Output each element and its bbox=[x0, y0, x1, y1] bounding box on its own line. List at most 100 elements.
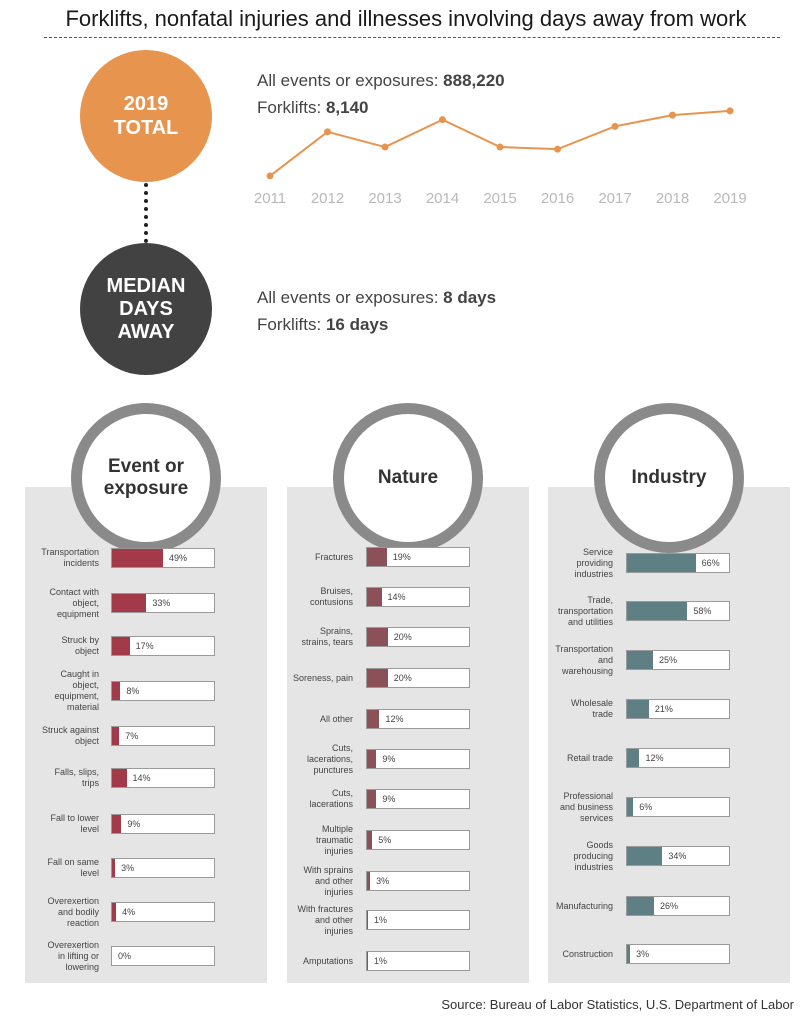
trend-x-tick: 2011 bbox=[254, 190, 286, 207]
industry-bar bbox=[627, 945, 631, 963]
trend-x-tick: 2016 bbox=[541, 190, 574, 207]
nature-bar-track: 9% bbox=[366, 789, 470, 809]
industry-bar-value: 66% bbox=[701, 558, 720, 568]
nature-bar-track: 1% bbox=[366, 951, 470, 971]
event-or-exposure-bar-track: 3% bbox=[111, 858, 215, 878]
event-or-exposure-bar-value: 3% bbox=[121, 863, 135, 873]
event-or-exposure-row-label: Struck by object bbox=[61, 635, 99, 656]
trend-x-tick: 2018 bbox=[656, 190, 689, 207]
industry-bar-value: 6% bbox=[639, 802, 653, 812]
nature-row-label: Amputations bbox=[302, 955, 353, 966]
industry-bar-value: 34% bbox=[668, 851, 687, 861]
event-or-exposure-row-label: Fall on same level bbox=[47, 857, 99, 878]
industry-row-label: Goods producing industries bbox=[573, 839, 613, 872]
event-or-exposure-bar-value: 33% bbox=[152, 598, 171, 608]
nature-bar-value: 9% bbox=[382, 754, 396, 764]
trend-x-tick: 2017 bbox=[598, 190, 631, 207]
trend-x-tick: 2015 bbox=[483, 190, 516, 207]
nature-bar bbox=[367, 952, 369, 970]
title-divider bbox=[44, 37, 780, 38]
event-or-exposure-bar-value: 7% bbox=[125, 731, 139, 741]
page-title: Forklifts, nonfatal injuries and illness… bbox=[65, 6, 747, 31]
nature-bar-value: 5% bbox=[378, 835, 392, 845]
trend-point-2019 bbox=[726, 107, 734, 115]
industry-bar-value: 21% bbox=[654, 704, 673, 714]
event-or-exposure-bar bbox=[112, 903, 117, 921]
industry-bar bbox=[627, 847, 663, 865]
nature-panel bbox=[287, 487, 529, 983]
total-forklifts-line: Forklifts: 8,140 bbox=[257, 98, 369, 118]
median-forklifts-line: Forklifts: 16 days bbox=[257, 315, 388, 335]
nature-row-label: Sprains, strains, tears bbox=[301, 626, 353, 647]
median-all-events-value: 8 days bbox=[443, 288, 497, 307]
nature-bar-value: 9% bbox=[382, 794, 396, 804]
industry-row-label: Manufacturing bbox=[555, 900, 613, 911]
trend-point-2014 bbox=[439, 116, 446, 124]
trend-x-tick: 2013 bbox=[368, 190, 401, 207]
industry-bar-track: 25% bbox=[626, 650, 730, 670]
nature-bar-value: 20% bbox=[393, 673, 412, 683]
industry-bar-track: 26% bbox=[626, 896, 730, 916]
nature-bar bbox=[367, 628, 388, 646]
nature-bar bbox=[367, 710, 380, 728]
industry-bar-track: 58% bbox=[626, 601, 730, 621]
event-or-exposure-row-label: Transportation incidents bbox=[41, 547, 99, 568]
total-circle: 2019 TOTAL bbox=[80, 50, 212, 182]
event-or-exposure-row-label: Fall to lower level bbox=[50, 813, 99, 834]
industry-row-label: Service providing industries bbox=[574, 546, 613, 579]
industry-row-label: Transportation and warehousing bbox=[555, 643, 613, 676]
nature-row-label: With sprains and other injuries bbox=[303, 864, 353, 897]
total-forklifts-value: 8,140 bbox=[325, 98, 369, 117]
event-or-exposure-bar bbox=[112, 682, 121, 700]
industry-row-label: Retail trade bbox=[566, 752, 613, 763]
industry-bar-track: 34% bbox=[626, 846, 730, 866]
event-or-exposure-bar bbox=[112, 637, 130, 655]
trend-point-2011 bbox=[266, 172, 274, 180]
total-all-events-line: All events or exposures: 888,220 bbox=[257, 71, 505, 91]
nature-row-label: Cuts, lacerations, punctures bbox=[306, 742, 353, 775]
nature-bar-track: 20% bbox=[366, 627, 470, 647]
dotted-connector bbox=[144, 183, 148, 243]
nature-row-label: Fractures bbox=[314, 551, 353, 562]
nature-bar-value: 20% bbox=[393, 632, 412, 642]
trend-point-2013 bbox=[381, 143, 389, 151]
nature-bar-track: 3% bbox=[366, 871, 470, 891]
event-or-exposure-bar bbox=[112, 859, 116, 877]
industry-bar bbox=[627, 749, 640, 767]
industry-badge: Industry bbox=[594, 403, 744, 553]
nature-row-label: With fractures and other injuries bbox=[297, 903, 353, 936]
event-or-exposure-bar bbox=[112, 815, 122, 833]
event-or-exposure-bar-value: 8% bbox=[126, 686, 140, 696]
event-or-exposure-bar-track: 8% bbox=[111, 681, 215, 701]
trend-point-2016 bbox=[554, 145, 561, 153]
event-or-exposure-bar-track: 7% bbox=[111, 726, 215, 746]
industry-bar-track: 12% bbox=[626, 748, 730, 768]
industry-bar-track: 66% bbox=[626, 553, 730, 573]
nature-row-label: Multiple traumatic injuries bbox=[315, 823, 353, 856]
event-or-exposure-bar-value: 4% bbox=[122, 907, 136, 917]
industry-bar-track: 21% bbox=[626, 699, 730, 719]
nature-bar-value: 1% bbox=[374, 956, 388, 966]
nature-badge: Nature bbox=[333, 403, 483, 553]
event-or-exposure-row-label: Overexertion in lifting or lowering bbox=[47, 939, 99, 972]
industry-bar-value: 25% bbox=[659, 655, 678, 665]
event-or-exposure-badge: Event or exposure bbox=[71, 403, 221, 553]
industry-bar-value: 26% bbox=[660, 901, 679, 911]
median-forklifts-value: 16 days bbox=[325, 315, 389, 334]
nature-row-label: Soreness, pain bbox=[292, 672, 353, 683]
nature-bar bbox=[367, 669, 388, 687]
industry-bar-value: 3% bbox=[636, 949, 650, 959]
event-or-exposure-bar-value: 49% bbox=[168, 553, 187, 563]
industry-bar bbox=[627, 700, 649, 718]
total-forklifts-label: Forklifts: bbox=[257, 98, 326, 117]
nature-bar bbox=[367, 872, 371, 890]
nature-bar bbox=[367, 831, 373, 849]
event-or-exposure-bar bbox=[112, 594, 147, 612]
trend-x-tick: 2019 bbox=[713, 190, 746, 207]
event-or-exposure-bar-value: 17% bbox=[135, 641, 154, 651]
trend-series-line bbox=[269, 109, 731, 177]
median-all-events-label: All events or exposures: bbox=[257, 288, 444, 307]
forklift-trend-line-chart: 2011 2012 2013 2014 2015 2016 2017 2018 2019 bbox=[254, 107, 747, 207]
nature-bar-track: 9% bbox=[366, 749, 470, 769]
nature-bar-track: 14% bbox=[366, 587, 470, 607]
